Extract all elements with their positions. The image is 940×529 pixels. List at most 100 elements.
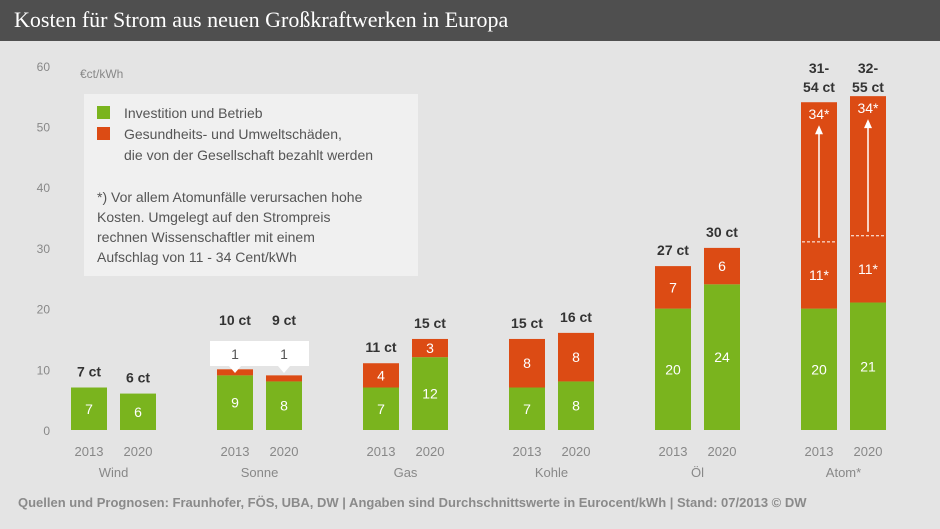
chart-title: Kosten für Strom aus neuen Großkraftwerk… [14, 7, 509, 32]
x-tick-label: 2013 [75, 444, 104, 459]
legend-swatch-investment [97, 106, 110, 119]
y-tick-label: 0 [43, 424, 50, 438]
bar-damage [509, 338, 545, 388]
bar-total-label: 11 ct [365, 339, 396, 355]
bar-value-damage: 3 [426, 340, 434, 356]
group-label: Wind [99, 465, 129, 480]
bar-value-damage: 6 [718, 258, 726, 274]
bar-damage [558, 332, 594, 382]
bar-investment [71, 387, 107, 430]
x-tick-label: 2013 [221, 444, 250, 459]
bar-damage [655, 266, 691, 309]
y-tick-label: 40 [37, 181, 51, 195]
y-tick-label: 10 [37, 363, 51, 377]
bar-investment [655, 308, 691, 430]
legend-swatch-damage [97, 127, 110, 140]
bar-value-investment: 12 [422, 386, 438, 402]
bar-value-damage: 34* [808, 106, 830, 122]
bar-total-label-line1: 32- [858, 60, 879, 76]
y-tick-label: 60 [37, 60, 51, 74]
legend-label-damage-line1: Gesundheits- und Umweltschäden, [124, 126, 342, 142]
bar-total-label: 15 ct [414, 315, 446, 331]
bar-value-damage: 8 [572, 349, 580, 365]
bar-value-investment: 6 [134, 404, 142, 420]
bar-total-label: 16 ct [560, 309, 592, 325]
callout-box [210, 341, 260, 366]
y-tick-label: 30 [37, 242, 51, 256]
bar-value-investment: 9 [231, 395, 239, 411]
bar-total-label: 15 ct [511, 315, 543, 331]
bar-value-damage: 4 [377, 367, 385, 383]
range-arrow-head [864, 119, 872, 129]
x-tick-label: 2020 [416, 444, 445, 459]
bar-investment [217, 375, 253, 430]
bar-total-label: 30 ct [706, 224, 738, 240]
bar-value-damage: 1 [231, 346, 239, 362]
x-tick-label: 2013 [513, 444, 542, 459]
bar-value-investment: 8 [572, 398, 580, 414]
bar-investment [363, 387, 399, 430]
bar-total-label-line2: 55 ct [852, 79, 884, 95]
bar-total-label: 10 ct [219, 312, 251, 328]
group-label: Sonne [241, 465, 279, 480]
bar-total-label: 7 ct [77, 364, 101, 380]
bar-value-damage-min: 11* [809, 267, 830, 283]
y-axis-unit: €ct/kWh [80, 67, 123, 81]
bar-value-damage: 34* [857, 100, 879, 116]
bar-value-investment: 7 [85, 401, 93, 417]
bar-damage [412, 338, 448, 358]
bar-investment [850, 302, 886, 430]
legend-note-line2: Kosten. Umgelegt auf den Strompreis [97, 209, 330, 225]
bar-value-investment: 24 [714, 349, 730, 365]
y-tick-label: 50 [37, 121, 51, 135]
bar-total-label: 9 ct [272, 312, 296, 328]
group-label: Öl [691, 465, 704, 480]
bar-value-damage: 7 [669, 279, 677, 295]
bar-total-label: 6 ct [126, 370, 150, 386]
bar-value-investment: 20 [811, 361, 827, 377]
group-label: Gas [394, 465, 418, 480]
legend-note-line3: rechnen Wissenschaftler mit einem [97, 229, 315, 245]
x-tick-label: 2020 [562, 444, 591, 459]
callout-box [259, 341, 309, 366]
group-label: Atom* [826, 465, 861, 480]
bar-total-label-line1: 31- [809, 60, 830, 76]
bar-investment [558, 381, 594, 430]
bar-investment [704, 284, 740, 430]
bar-damage [704, 247, 740, 285]
bar-investment [120, 393, 156, 430]
x-tick-label: 2020 [854, 444, 883, 459]
bar-value-damage: 1 [280, 346, 288, 362]
bar-value-investment: 7 [523, 401, 531, 417]
source-footer: Quellen und Prognosen: Fraunhofer, FÖS, … [18, 495, 807, 510]
x-tick-label: 2020 [270, 444, 299, 459]
legend-label-damage-line2: die von der Gesellschaft bezahlt werden [124, 147, 373, 163]
group-label: Kohle [535, 465, 568, 480]
legend-box [84, 94, 418, 276]
bar-value-damage: 8 [523, 355, 531, 371]
callout-pointer [229, 366, 241, 373]
x-tick-label: 2020 [708, 444, 737, 459]
x-tick-label: 2013 [805, 444, 834, 459]
bar-value-investment: 20 [665, 361, 681, 377]
bar-value-damage-min: 11* [858, 261, 879, 277]
bar-total-label: 27 ct [657, 242, 689, 258]
bar-value-investment: 8 [280, 398, 288, 414]
bar-investment [412, 357, 448, 430]
x-tick-label: 2013 [367, 444, 396, 459]
x-tick-label: 2020 [124, 444, 153, 459]
bar-damage [363, 363, 399, 388]
x-tick-label: 2013 [659, 444, 688, 459]
header-bar: Kosten für Strom aus neuen Großkraftwerk… [0, 0, 940, 41]
bar-investment [266, 381, 302, 430]
legend-note-line4: Aufschlag von 11 - 34 Cent/kWh [97, 249, 297, 265]
bar-investment [509, 387, 545, 430]
bar-value-investment: 21 [860, 358, 876, 374]
chart-area: 0 10 20 30 40 50 60 €ct/kWh Investition und Betr… [37, 60, 886, 480]
legend-label-investment: Investition und Betrieb [124, 105, 263, 121]
bar-damage [266, 375, 302, 382]
bar-investment [801, 308, 837, 430]
range-arrow-head [815, 125, 823, 135]
y-tick-label: 20 [37, 303, 51, 317]
bar-value-investment: 7 [377, 401, 385, 417]
